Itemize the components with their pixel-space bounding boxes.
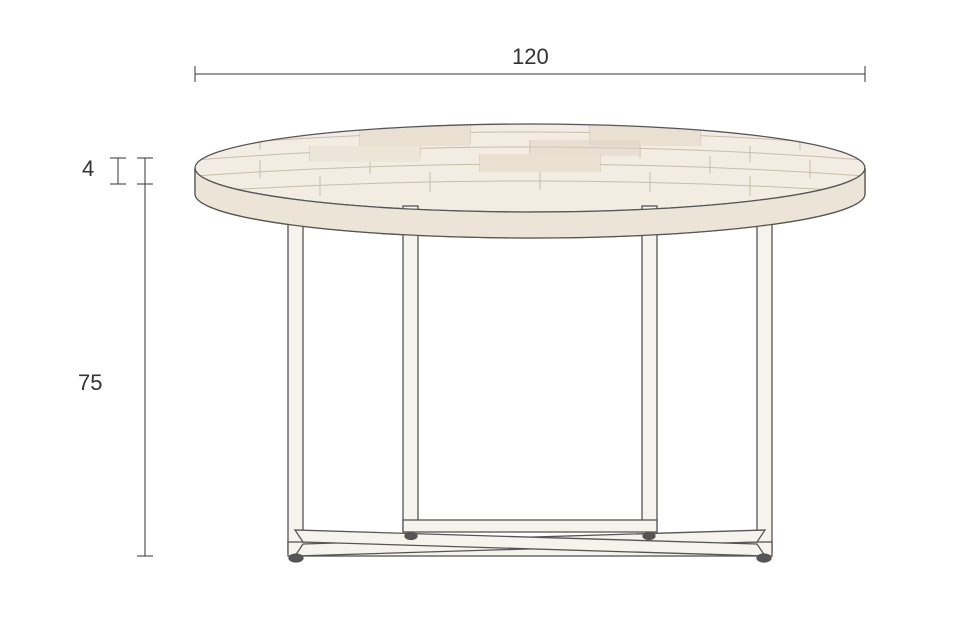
dim-label-width: 120 [512,44,549,70]
dim-label-height: 75 [78,370,102,396]
drawing-canvas: 120 4 75 [0,0,960,640]
dim-label-thickness: 4 [82,156,94,182]
table-diagram-svg [0,0,960,640]
table-frame [288,206,772,562]
